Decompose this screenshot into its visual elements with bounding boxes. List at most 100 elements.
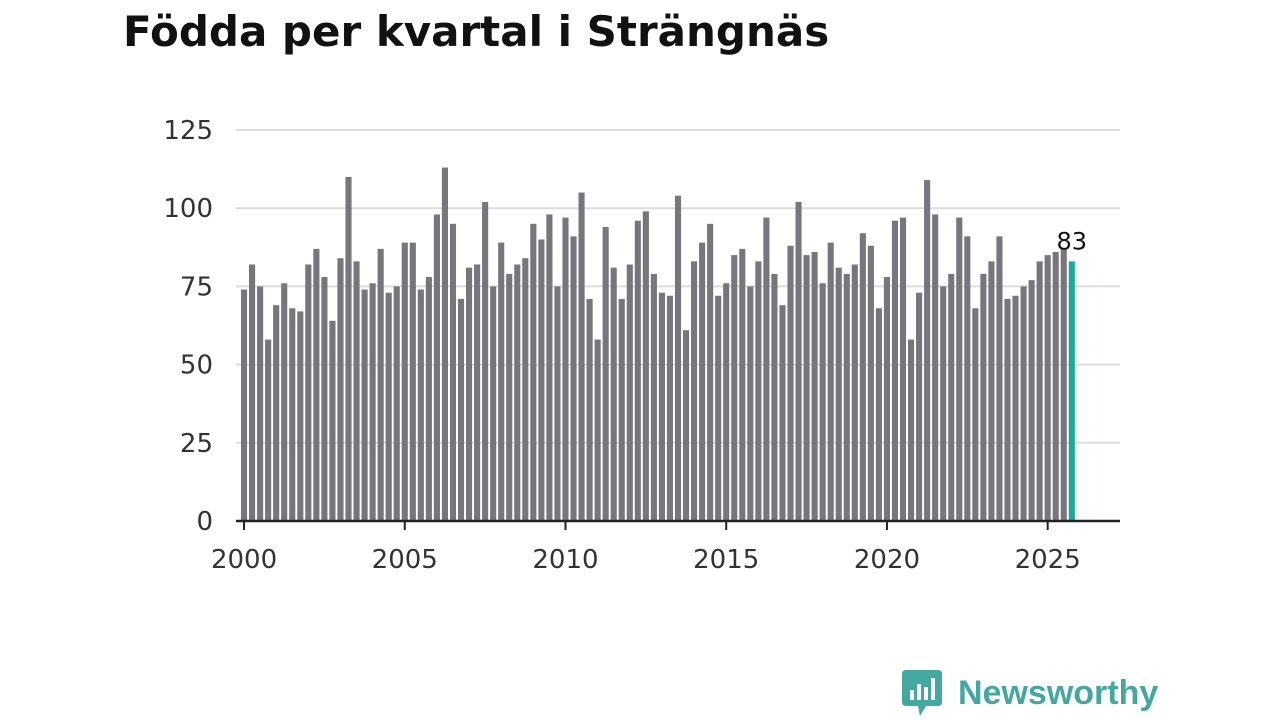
bar-8 <box>305 264 312 521</box>
bar-41 <box>570 236 577 521</box>
x-tick-label-2005: 2005 <box>372 545 438 575</box>
bar-75 <box>843 273 850 521</box>
x-tick-label-2000: 2000 <box>211 545 277 575</box>
bar-57 <box>699 242 706 522</box>
bar-33 <box>506 273 513 521</box>
bar-0 <box>240 289 248 521</box>
bar-99 <box>1036 261 1043 521</box>
bar-100 <box>1044 255 1051 521</box>
bar-35 <box>522 258 529 521</box>
bar-23 <box>425 277 432 521</box>
bar-63 <box>747 286 754 521</box>
bar-68 <box>787 245 794 522</box>
bar-73 <box>827 242 834 522</box>
bar-52 <box>658 292 665 521</box>
brand-name: Newsworthy <box>958 674 1159 712</box>
bar-17 <box>377 248 384 522</box>
bar-46 <box>610 267 617 521</box>
chart-title: Födda per kvartal i Strängnäs <box>123 7 830 56</box>
bar-81 <box>891 220 899 521</box>
brand-logo: Newsworthy <box>902 670 1158 716</box>
bar-69 <box>795 201 802 521</box>
x-tick-label-2025: 2025 <box>1015 545 1081 575</box>
bar-95 <box>1004 298 1011 521</box>
bar-3 <box>265 339 272 521</box>
bar-90 <box>964 236 971 521</box>
bar-29 <box>474 264 481 521</box>
bar-70 <box>803 255 810 521</box>
bar-53 <box>666 295 674 521</box>
bar-58 <box>707 223 714 521</box>
bar-43 <box>586 298 593 521</box>
bar-84 <box>916 292 923 521</box>
bar-82 <box>899 217 907 521</box>
bar-7 <box>297 311 304 521</box>
bar-42 <box>578 192 585 521</box>
bars <box>240 167 1075 522</box>
bar-21 <box>409 242 416 522</box>
bar-47 <box>618 298 625 521</box>
bar-83 <box>908 339 915 521</box>
bar-28 <box>466 267 473 521</box>
bar-9 <box>313 248 320 522</box>
bar-37 <box>538 239 545 522</box>
bar-16 <box>369 283 376 521</box>
bar-48 <box>626 264 633 521</box>
tick-labels: 0 25 50 75 100 125 83 2000 2005 2010 2015 2020 2025 <box>163 116 1087 575</box>
bar-10 <box>321 277 328 521</box>
bar-6 <box>289 308 296 521</box>
bar-24 <box>433 214 440 521</box>
bar-25 <box>441 167 448 522</box>
x-tick-label-2015: 2015 <box>693 545 759 575</box>
bar-14 <box>353 261 360 521</box>
bar-38 <box>546 214 553 521</box>
x-tick-label-2010: 2010 <box>532 545 598 575</box>
bar-66 <box>771 273 778 521</box>
y-tick-label-0: 0 <box>196 507 213 537</box>
bar-101 <box>1052 251 1059 522</box>
bar-103 <box>1068 261 1075 521</box>
bar-26 <box>449 223 457 521</box>
bar-97 <box>1020 286 1027 521</box>
bar-55 <box>682 330 690 521</box>
bar-76 <box>851 264 858 521</box>
bar-2 <box>257 286 264 521</box>
x-tick-label-2020: 2020 <box>854 545 920 575</box>
bar-34 <box>514 264 521 521</box>
bar-49 <box>634 220 641 521</box>
bar-51 <box>650 273 657 521</box>
bar-96 <box>1012 295 1019 521</box>
bar-86 <box>932 214 939 521</box>
bar-87 <box>940 286 947 521</box>
bar-1 <box>249 264 256 521</box>
bar-94 <box>996 236 1003 521</box>
bar-20 <box>401 242 408 522</box>
bar-60 <box>723 283 730 521</box>
bar-77 <box>859 233 866 521</box>
bar-92 <box>980 273 987 521</box>
bar-80 <box>883 277 890 521</box>
y-tick-label-100: 100 <box>163 194 213 224</box>
bar-56 <box>691 261 698 521</box>
bar-27 <box>457 298 465 521</box>
bar-54 <box>674 195 682 521</box>
bar-79 <box>875 308 882 521</box>
bar-93 <box>988 261 995 521</box>
bar-19 <box>393 286 400 521</box>
y-tick-label-25: 25 <box>180 429 213 459</box>
bar-65 <box>763 217 770 521</box>
bar-36 <box>530 223 537 521</box>
data-label-103: 83 <box>1057 227 1088 255</box>
bar-44 <box>594 339 601 521</box>
newsworthy-chart-bubble-icon <box>902 670 942 716</box>
bar-15 <box>361 289 368 521</box>
bar-61 <box>731 255 738 521</box>
bar-45 <box>602 226 609 521</box>
bar-72 <box>819 283 826 521</box>
bar-98 <box>1028 280 1035 521</box>
bar-62 <box>739 248 746 522</box>
bar-88 <box>948 273 955 521</box>
bar-102 <box>1060 248 1067 522</box>
y-tick-label-50: 50 <box>180 351 213 381</box>
